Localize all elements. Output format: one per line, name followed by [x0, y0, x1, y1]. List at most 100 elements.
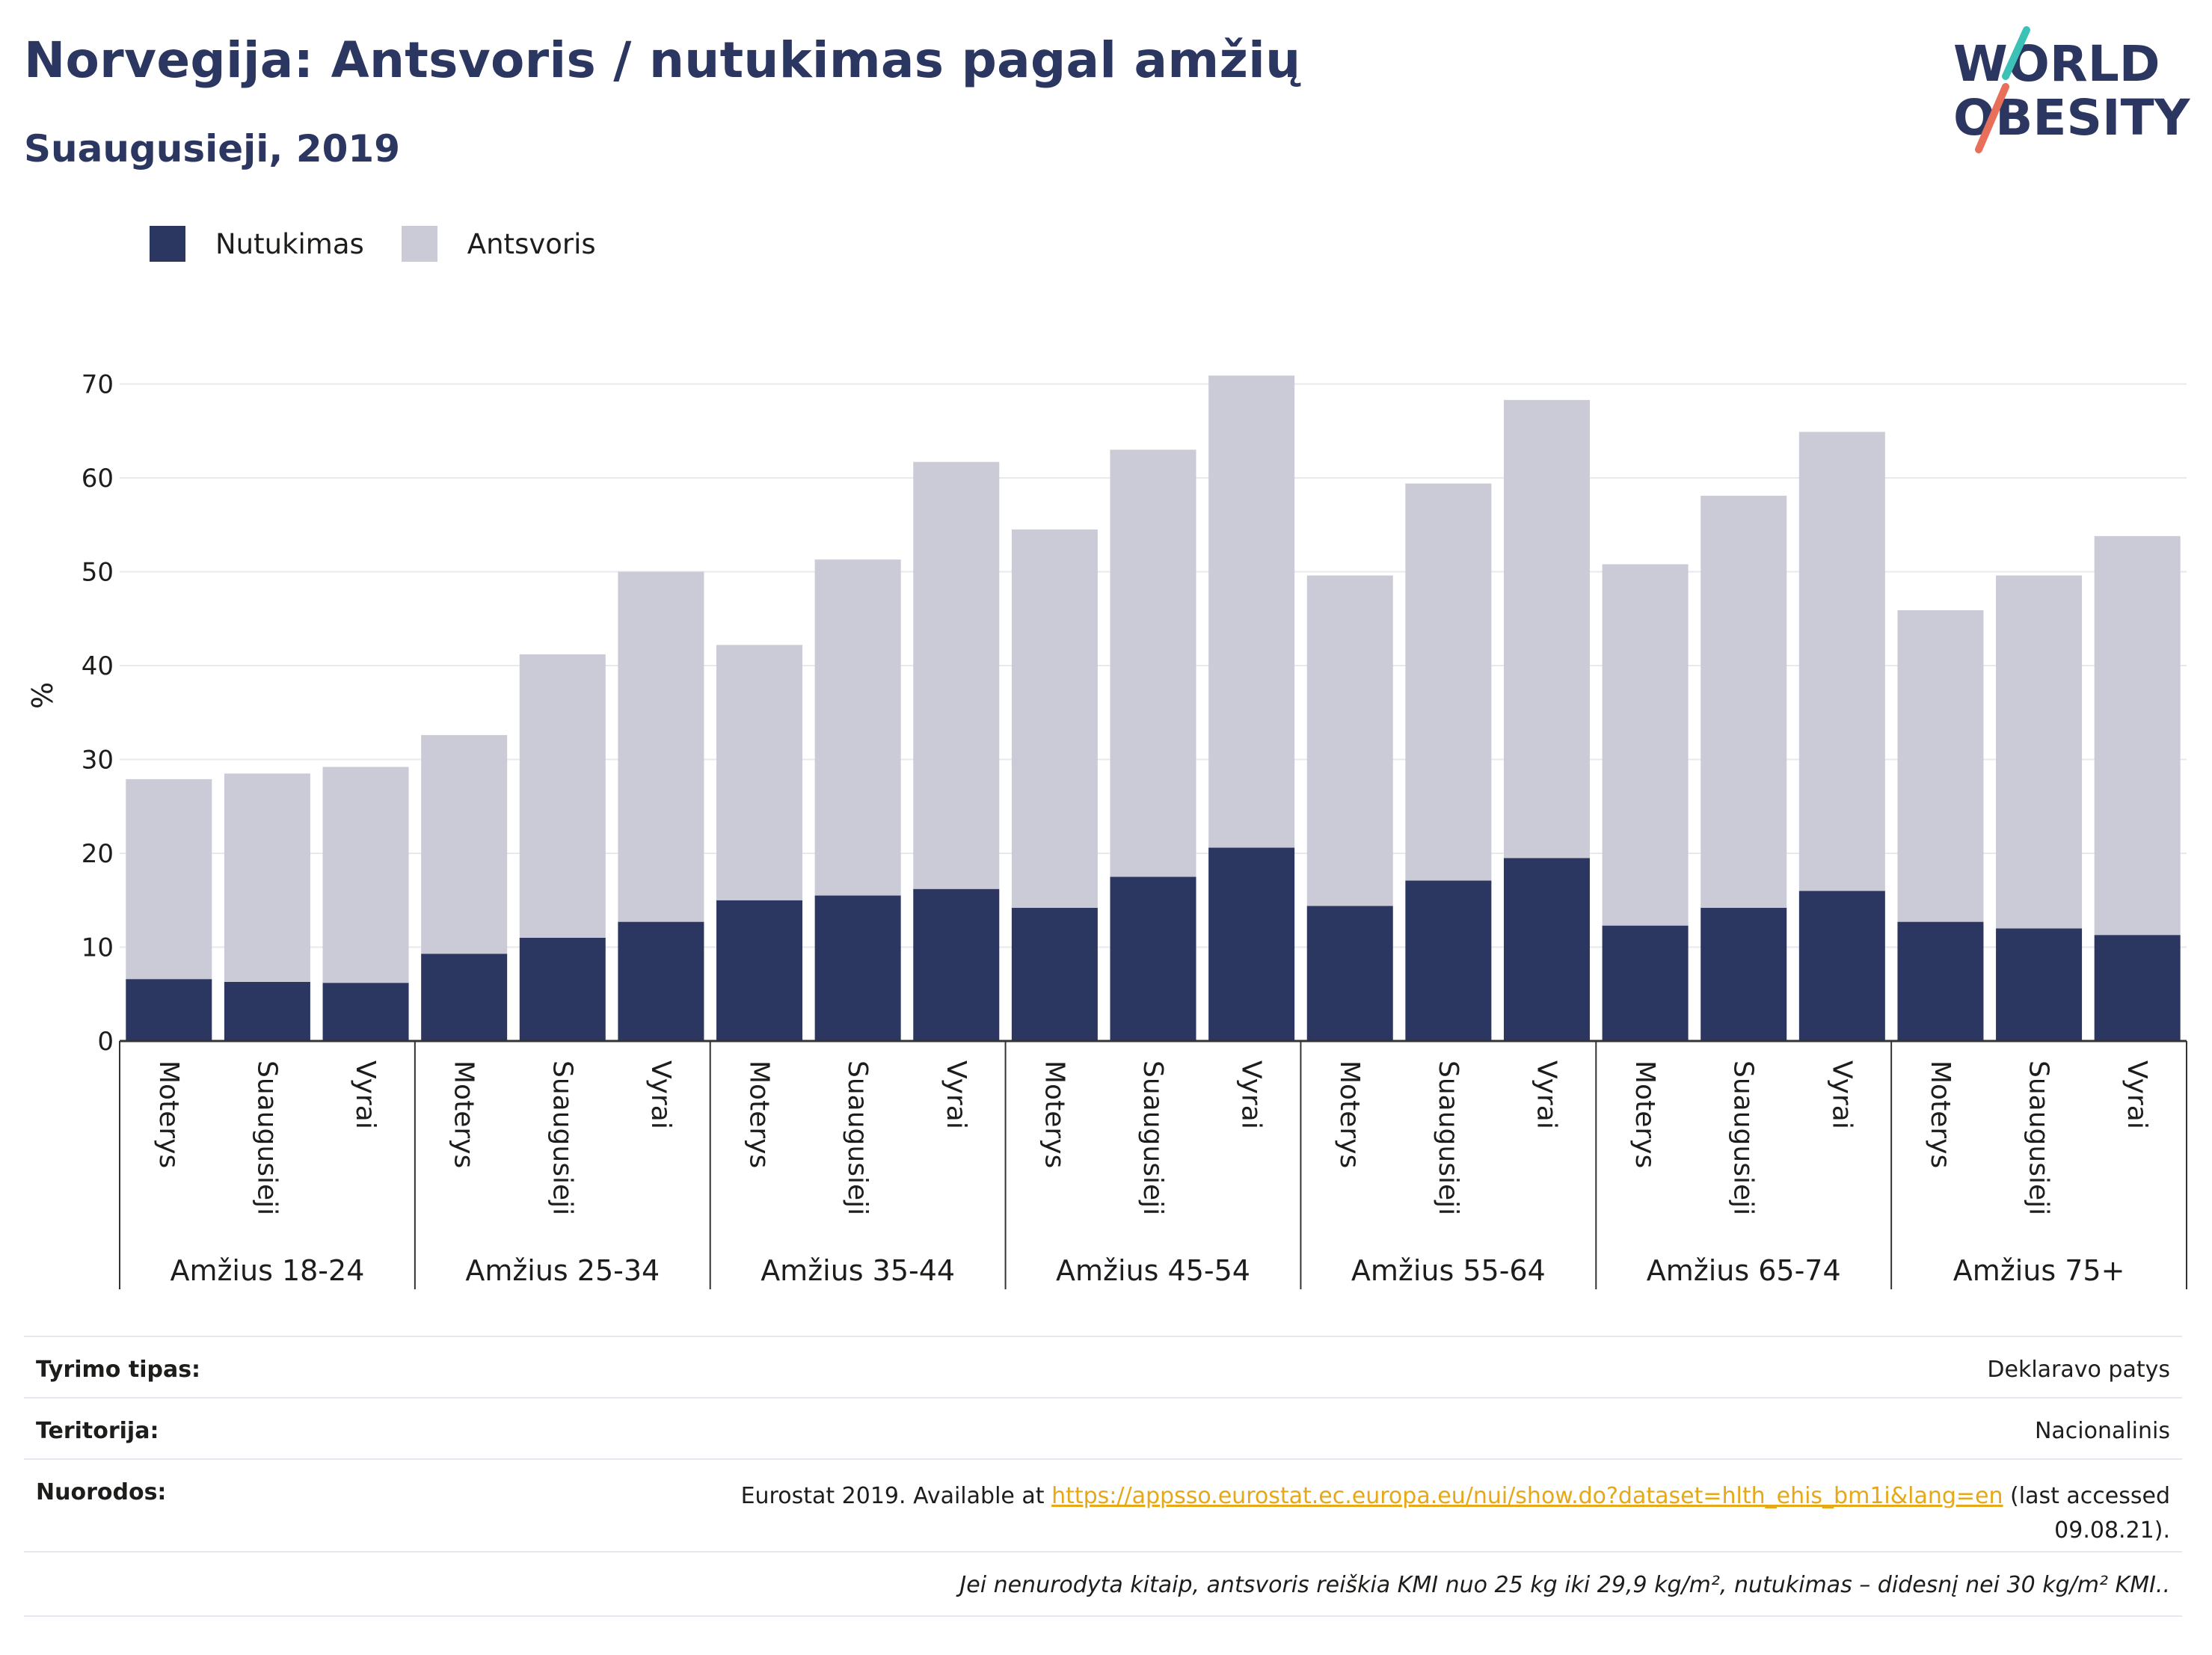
bar-overweight: [618, 571, 704, 922]
x-subcategory-label: Moterys: [1039, 1060, 1069, 1168]
bar-obesity: [814, 895, 901, 1041]
bar-obesity: [224, 981, 310, 1041]
y-tick-label: 0: [97, 1027, 114, 1057]
bar-obesity: [322, 983, 409, 1041]
bar-obesity: [1602, 925, 1689, 1041]
x-group-label: Amžius 25-34: [465, 1254, 660, 1287]
bar-obesity: [913, 888, 1000, 1041]
x-subcategory-label: Vyrai: [645, 1060, 676, 1129]
bar-overweight: [126, 779, 212, 980]
bar-obesity: [716, 900, 803, 1041]
bar-obesity: [1996, 928, 2083, 1041]
bar-overweight: [1208, 375, 1295, 848]
bar-obesity: [519, 937, 606, 1041]
y-tick-label: 60: [82, 464, 114, 494]
info-row-references: Nuorodos: Eurostat 2019. Available at ht…: [24, 1458, 2182, 1553]
stacked-bar-chart: 0 10 20 30 40 50 60 70% Moterys Suaugusieji Vyrai M…: [26, 370, 2187, 1289]
bar-obesity: [1208, 847, 1295, 1041]
y-tick-label: 30: [82, 746, 114, 776]
legend-swatch-obesity: [150, 226, 185, 262]
bar-overweight: [1011, 529, 1098, 908]
bar-overweight: [913, 461, 1000, 889]
bar-overweight: [322, 767, 409, 983]
info-row-territory: Teritorija: Nacionalinis: [24, 1397, 2182, 1460]
page-subtitle: Suaugusieji, 2019: [24, 127, 400, 171]
logo-line1: WORLD: [1953, 35, 2160, 93]
bar-overweight: [519, 654, 606, 938]
x-subcategory-label: Suaugusieji: [547, 1060, 577, 1215]
references-accessed: 09.08.21).: [2054, 1517, 2170, 1544]
x-subcategory-label: Vyrai: [350, 1060, 381, 1129]
x-subcategory-label: Moterys: [1629, 1060, 1660, 1168]
x-subcategory-label: Moterys: [1925, 1060, 1956, 1168]
info-value-references: Eurostat 2019. Available at https://apps…: [741, 1479, 2170, 1548]
page-title: Norvegija: Antsvoris / nutukimas pagal a…: [24, 31, 1301, 89]
bar-obesity: [1405, 880, 1492, 1041]
bar-obesity: [1503, 858, 1590, 1041]
x-subcategory-label: Vyrai: [2122, 1060, 2152, 1129]
x-subcategory-label: Suaugusieji: [2024, 1060, 2054, 1215]
logo-slash-bottom: [1975, 83, 2009, 153]
x-subcategory-label: Vyrai: [941, 1060, 971, 1129]
references-suffix: (last accessed: [2003, 1483, 2170, 1509]
x-group-label: Amžius 75+: [1953, 1254, 2125, 1287]
bar-overweight: [1503, 399, 1590, 859]
bar-obesity: [1798, 891, 1885, 1041]
info-key-survey-type: Tyrimo tipas:: [36, 1357, 201, 1383]
chart-legend: Nutukimas Antsvoris: [150, 221, 633, 266]
bar-overweight: [1701, 495, 1787, 908]
bar-overweight: [2094, 535, 2181, 936]
y-tick-label: 70: [82, 370, 114, 400]
bar-overweight: [1602, 564, 1689, 926]
y-tick-label: 50: [82, 558, 114, 588]
bar-obesity: [1897, 921, 1984, 1041]
x-subcategory-label: Suaugusieji: [842, 1060, 873, 1215]
bar-overweight: [1798, 432, 1885, 891]
bar-obesity: [421, 954, 508, 1041]
x-subcategory-label: Moterys: [1334, 1060, 1365, 1168]
legend-label-overweight: Antsvoris: [467, 227, 596, 260]
x-subcategory-label: Suaugusieji: [251, 1060, 282, 1215]
x-subcategory-label: Suaugusieji: [1137, 1060, 1168, 1215]
bar-overweight: [1306, 575, 1393, 906]
y-tick-label: 40: [82, 651, 114, 681]
references-link[interactable]: https://appsso.eurostat.ec.europa.eu/nui…: [1051, 1483, 2003, 1509]
x-group-label: Amžius 45-54: [1056, 1254, 1250, 1287]
bar-overweight: [1996, 575, 2083, 929]
definition-note: Jei nenurodyta kitaip, antsvoris reiškia…: [959, 1572, 2170, 1598]
bar-obesity: [1306, 906, 1393, 1041]
y-axis-label: %: [26, 682, 59, 709]
bar-overweight: [1405, 483, 1492, 881]
bar-overweight: [814, 559, 901, 896]
bar-obesity: [1110, 876, 1196, 1041]
bar-obesity: [1011, 907, 1098, 1041]
logo-slash-top: [2002, 26, 2030, 80]
bar-obesity: [2094, 935, 2181, 1041]
x-group-label: Amžius 55-64: [1351, 1254, 1546, 1287]
info-row-note: Jei nenurodyta kitaip, antsvoris reiškia…: [24, 1551, 2182, 1617]
bar-overweight: [716, 645, 803, 900]
x-subcategory-label: Suaugusieji: [1728, 1060, 1759, 1215]
legend-swatch-overweight: [401, 226, 437, 262]
bar-overweight: [1897, 610, 1984, 922]
x-group-label: Amžius 18-24: [170, 1254, 364, 1287]
bar-obesity: [126, 979, 212, 1041]
x-subcategory-label: Moterys: [449, 1060, 479, 1168]
x-subcategory-label: Vyrai: [1531, 1060, 1561, 1129]
x-subcategory-label: Moterys: [153, 1060, 184, 1168]
bar-obesity: [1701, 907, 1787, 1041]
info-key-territory: Teritorija:: [36, 1418, 159, 1444]
x-subcategory-label: Vyrai: [1236, 1060, 1267, 1129]
x-subcategory-label: Moterys: [744, 1060, 775, 1168]
bar-overweight: [421, 734, 508, 954]
y-tick-label: 10: [82, 933, 114, 963]
info-row-survey-type: Tyrimo tipas: Deklaravo patys: [24, 1336, 2182, 1398]
x-group-label: Amžius 35-44: [761, 1254, 955, 1287]
bar-overweight: [1110, 449, 1196, 877]
x-subcategory-label: Vyrai: [1826, 1060, 1857, 1129]
x-group-label: Amžius 65-74: [1647, 1254, 1841, 1287]
world-obesity-logo: WORLD OBESITY: [1953, 26, 2191, 153]
bar-obesity: [618, 921, 704, 1041]
info-value-territory: Nacionalinis: [2034, 1418, 2170, 1444]
info-value-survey-type: Deklaravo patys: [1987, 1357, 2170, 1383]
